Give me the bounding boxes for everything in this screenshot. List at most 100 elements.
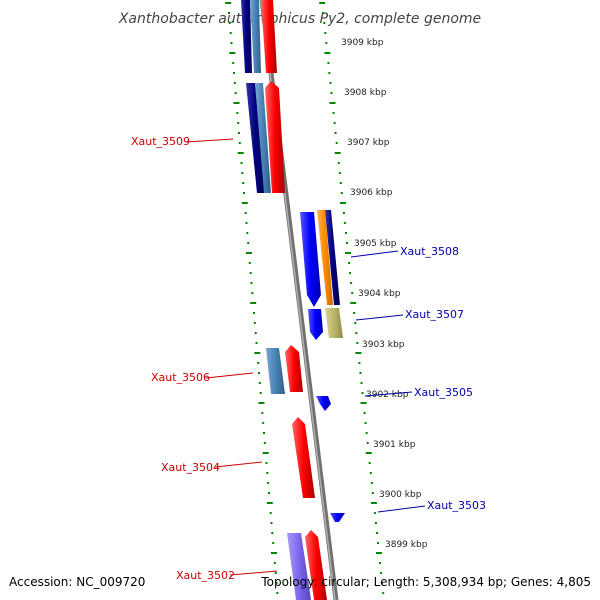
- scale-tick: [354, 322, 357, 324]
- scale-tick: [343, 222, 346, 224]
- gene-label[interactable]: Xaut_3507: [405, 308, 464, 321]
- gene-label[interactable]: Xaut_3509: [131, 135, 190, 148]
- scale-label: 3909 kbp: [341, 38, 384, 48]
- scale-tick: [364, 422, 367, 424]
- leader-line: [229, 570, 278, 576]
- scale-tick: [330, 92, 333, 94]
- scale-tick: [340, 192, 343, 194]
- scale-tick: [345, 252, 351, 254]
- scale-label: 3903 kbp: [362, 340, 405, 350]
- scale-tick: [246, 232, 249, 234]
- gene-label[interactable]: Xaut_3506: [151, 371, 210, 384]
- gene-feature: [300, 212, 321, 307]
- scale-tick: [356, 342, 359, 344]
- scale-tick: [269, 512, 272, 514]
- leader-line: [364, 391, 413, 397]
- scale-tick: [263, 442, 266, 444]
- scale-tick: [376, 532, 378, 534]
- scale-tick: [273, 562, 276, 564]
- scale-tick: [268, 492, 270, 494]
- scale-tick: [240, 162, 243, 164]
- scale-tick: [365, 432, 368, 434]
- scale-tick: [258, 372, 260, 374]
- gene-label[interactable]: Xaut_3502: [176, 569, 235, 582]
- scale-tick: [251, 292, 254, 294]
- scale-tick: [319, 2, 326, 4]
- scale-tick: [238, 142, 241, 144]
- scale-tick: [242, 182, 245, 184]
- scale-tick: [238, 132, 240, 134]
- leader-line: [214, 461, 263, 468]
- genome-summary-text: Topology: circular; Length: 5,308,934 bp…: [260, 575, 591, 589]
- scale-tick: [379, 562, 382, 564]
- scale-tick: [254, 332, 257, 334]
- scale-tick: [232, 62, 235, 64]
- gene-feature: [250, 0, 261, 73]
- scale-tick: [366, 442, 369, 444]
- scale-tick: [328, 72, 331, 74]
- scale-tick: [272, 542, 275, 544]
- gene-label[interactable]: Xaut_3508: [400, 245, 459, 258]
- gene-label[interactable]: Xaut_3505: [414, 386, 473, 399]
- scale-tick: [332, 112, 335, 114]
- scale-label: 3908 kbp: [344, 88, 387, 98]
- gene-feature: [261, 0, 277, 73]
- scale-tick: [233, 82, 236, 84]
- gene-label[interactable]: Xaut_3504: [161, 461, 220, 474]
- scale-tick: [360, 382, 363, 384]
- scale-tick: [370, 482, 373, 484]
- scale-label: 3902 kbp: [366, 390, 409, 400]
- scale-tick: [258, 382, 261, 384]
- scale-tick: [380, 572, 383, 574]
- scale-tick: [350, 282, 353, 284]
- scale-tick: [266, 502, 273, 504]
- scale-tick: [376, 552, 382, 554]
- scale-tick: [337, 162, 340, 164]
- scale-tick: [351, 292, 354, 294]
- scale-tick: [327, 62, 330, 64]
- gene-feature: [255, 83, 271, 193]
- scale-tick: [267, 482, 270, 484]
- scale-tick: [237, 122, 240, 124]
- gene-label-leaders: [185, 138, 426, 576]
- gene-label[interactable]: Xaut_3503: [427, 499, 486, 512]
- leader-line: [377, 505, 426, 513]
- accession-text: Accession: NC_009720: [9, 575, 145, 589]
- gene-feature: [325, 308, 343, 338]
- tick-track-right: [319, 2, 385, 594]
- scale-tick: [374, 522, 377, 524]
- scale-tick: [346, 242, 348, 244]
- scale-tick: [237, 152, 244, 154]
- scale-tick: [234, 92, 237, 94]
- scale-tick: [254, 352, 261, 354]
- scale-tick: [250, 282, 253, 284]
- scale-tick: [228, 12, 230, 14]
- scale-label: 3907 kbp: [347, 138, 390, 148]
- scale-tick: [248, 262, 251, 264]
- gene-feature: [287, 533, 311, 600]
- scale-tick: [257, 362, 260, 364]
- scale-tick: [253, 322, 256, 324]
- scale-tick: [359, 372, 362, 374]
- tick-track-left: [225, 2, 279, 594]
- scale-tick: [339, 202, 346, 204]
- leader-line: [205, 372, 254, 379]
- gene-feature: [330, 513, 345, 522]
- scale-tick: [253, 312, 255, 314]
- scale-tick: [246, 252, 252, 254]
- scale-tick: [230, 42, 233, 44]
- scale-tick: [243, 192, 245, 194]
- scale-tick: [373, 512, 376, 514]
- scale-tick: [323, 22, 326, 24]
- scale-tick: [334, 132, 337, 134]
- scale-tick: [233, 102, 240, 104]
- scale-label: 3899 kbp: [385, 540, 428, 550]
- scale-tick: [382, 592, 385, 594]
- scale-tick: [244, 212, 247, 214]
- scale-tick: [241, 172, 244, 174]
- scale-tick: [381, 582, 384, 584]
- gene-feature: [265, 81, 285, 193]
- gene-feature: [308, 309, 323, 340]
- scale-tick: [276, 592, 279, 594]
